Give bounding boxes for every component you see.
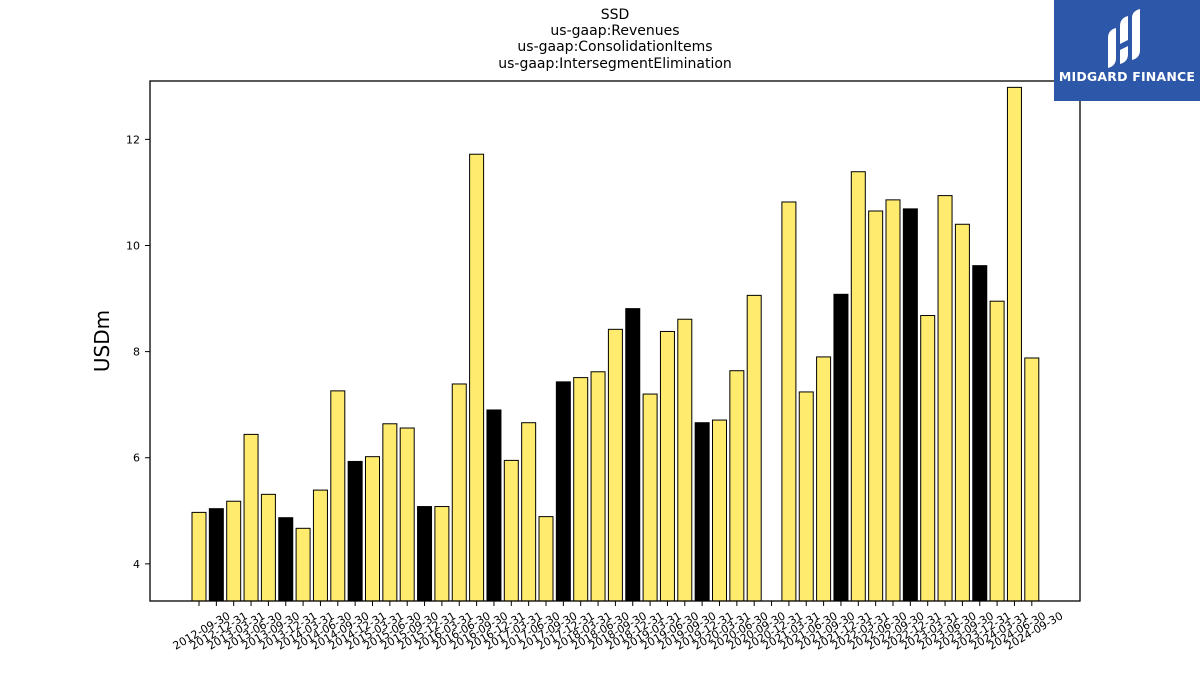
bar — [191, 511, 207, 602]
bar — [555, 381, 571, 602]
bar — [885, 199, 901, 602]
bar — [989, 300, 1005, 602]
bar — [1024, 357, 1040, 602]
bar — [694, 422, 710, 602]
bar — [781, 201, 797, 602]
bar — [868, 210, 884, 602]
y-tick-label: 8 — [133, 346, 140, 359]
chart-title-line-4: us-gaap:IntersegmentElimination — [498, 56, 732, 72]
bar — [347, 460, 363, 602]
bar — [659, 330, 675, 602]
chart-title-line-3: us-gaap:ConsolidationItems — [517, 39, 713, 55]
midgard-finance-logo: MIDGARD FINANCE — [1054, 0, 1200, 101]
bar — [243, 433, 259, 602]
logo-text: MIDGARD FINANCE — [1058, 69, 1196, 84]
bar — [538, 516, 554, 602]
bar — [417, 506, 433, 602]
bar — [295, 527, 311, 602]
bar — [937, 195, 953, 602]
bar — [972, 265, 988, 602]
bar — [816, 356, 832, 602]
bar — [607, 328, 623, 602]
bar — [365, 456, 380, 602]
bar — [382, 423, 398, 602]
bar — [521, 422, 537, 602]
y-axis-label: USDm — [90, 310, 114, 372]
y-tick-label: 4 — [133, 558, 140, 571]
bar — [833, 293, 849, 602]
bar — [278, 517, 294, 602]
bar — [677, 318, 693, 602]
bar — [712, 419, 727, 602]
bar — [1006, 86, 1022, 602]
bar — [920, 315, 936, 602]
bar — [902, 208, 918, 602]
bar — [590, 371, 606, 602]
bar — [451, 383, 467, 602]
bar — [850, 171, 866, 602]
bar — [208, 508, 224, 602]
bar — [399, 427, 415, 602]
bar — [573, 377, 589, 602]
bar — [226, 500, 242, 602]
bar — [312, 489, 328, 602]
bar — [330, 390, 346, 602]
bar — [434, 506, 450, 602]
bar — [260, 493, 276, 602]
bar — [469, 153, 485, 602]
chart-title-line-1: SSD — [600, 7, 630, 23]
bar — [729, 370, 745, 602]
bar — [625, 308, 641, 602]
midgard-logo-icon — [1108, 9, 1140, 68]
bar — [746, 294, 762, 602]
chart-title-line-2: us-gaap:Revenues — [550, 23, 680, 39]
bar — [642, 393, 658, 602]
y-tick-label: 6 — [133, 452, 140, 465]
bar — [798, 391, 814, 602]
bar — [486, 409, 502, 602]
y-tick-label: 10 — [126, 239, 140, 252]
bar — [954, 223, 970, 602]
y-tick-label: 12 — [126, 133, 140, 146]
bar — [503, 459, 519, 602]
